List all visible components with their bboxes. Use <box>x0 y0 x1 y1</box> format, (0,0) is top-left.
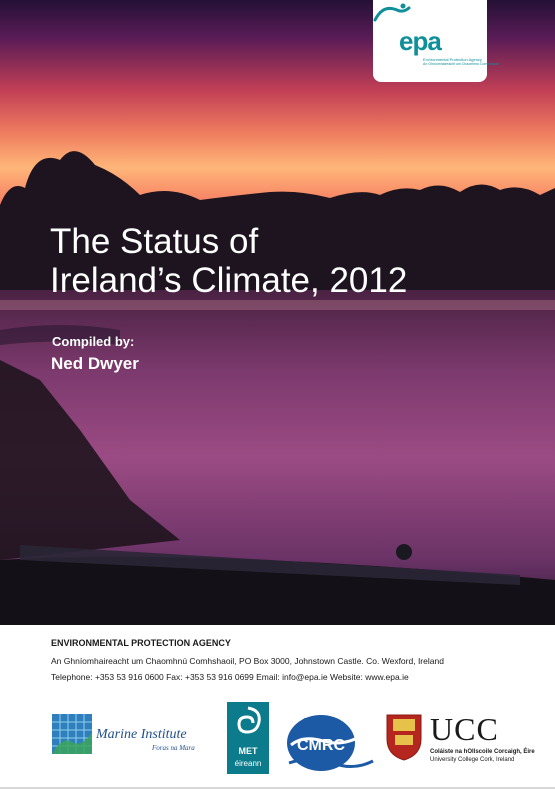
epa-logo-word: epa <box>399 26 442 56</box>
boat-hull <box>20 545 520 585</box>
report-title-line-1: The Status of <box>50 222 259 261</box>
author-name: Ned Dwyer <box>51 354 139 373</box>
compiled-by-label: Compiled by: <box>52 334 135 349</box>
cmrc-logo: CMRC <box>287 715 374 771</box>
sunset-lake-scene <box>0 0 555 625</box>
page-bottom-border <box>0 787 555 789</box>
epa-swoosh-icon <box>373 3 411 22</box>
met-eireann-logo-text: MET <box>238 746 258 756</box>
ucc-crest-icon <box>386 714 422 761</box>
epa-logo-subtitle: Environmental Protection Agency <box>423 57 482 62</box>
footer <box>0 625 555 789</box>
marine-institute-logo-text: Marine Institute <box>96 727 187 742</box>
report-title: The Status of Ireland’s Climate, 2012 <box>50 222 407 300</box>
boat-figure <box>396 544 412 560</box>
ucc-logo-subtext-english: University College Cork, Ireland <box>430 757 515 763</box>
met-eireann-logo: MET éireann <box>227 702 269 774</box>
horizon-reflection <box>0 300 555 310</box>
met-eireann-swirl-icon <box>237 706 261 734</box>
marine-institute-logo-subtext: Foras na Mara <box>152 744 195 752</box>
met-eireann-logo-subtext: éireann <box>234 759 262 768</box>
epa-logo: epa Environmental Protection Agency An G… <box>373 0 498 82</box>
epa-logo-subtitle-irish: An Ghníomhaireacht um Chaomhnú Comhshaoi… <box>423 62 499 66</box>
tree-line <box>0 151 555 300</box>
agency-name: ENVIRONMENTAL PROTECTION AGENCY <box>51 638 231 648</box>
marine-institute-logo-icon <box>52 714 92 754</box>
ucc-logo-subtext-irish: Coláiste na hOllscoile Corcaigh, Éire <box>430 749 535 755</box>
cmrc-logo-text: CMRC <box>297 737 345 754</box>
reeds <box>0 360 180 560</box>
agency-address: An Ghníomhaireacht um Chaomhnú Comhshaoi… <box>51 656 444 666</box>
report-title-line-2: Ireland’s Climate, 2012 <box>50 261 408 300</box>
tree-reflection <box>0 325 120 345</box>
cover-photo: epa Environmental Protection Agency An G… <box>0 0 555 625</box>
agency-contact: Telephone: +353 53 916 0600 Fax: +353 53… <box>51 672 409 682</box>
ucc-logo-text: UCC <box>430 711 499 747</box>
